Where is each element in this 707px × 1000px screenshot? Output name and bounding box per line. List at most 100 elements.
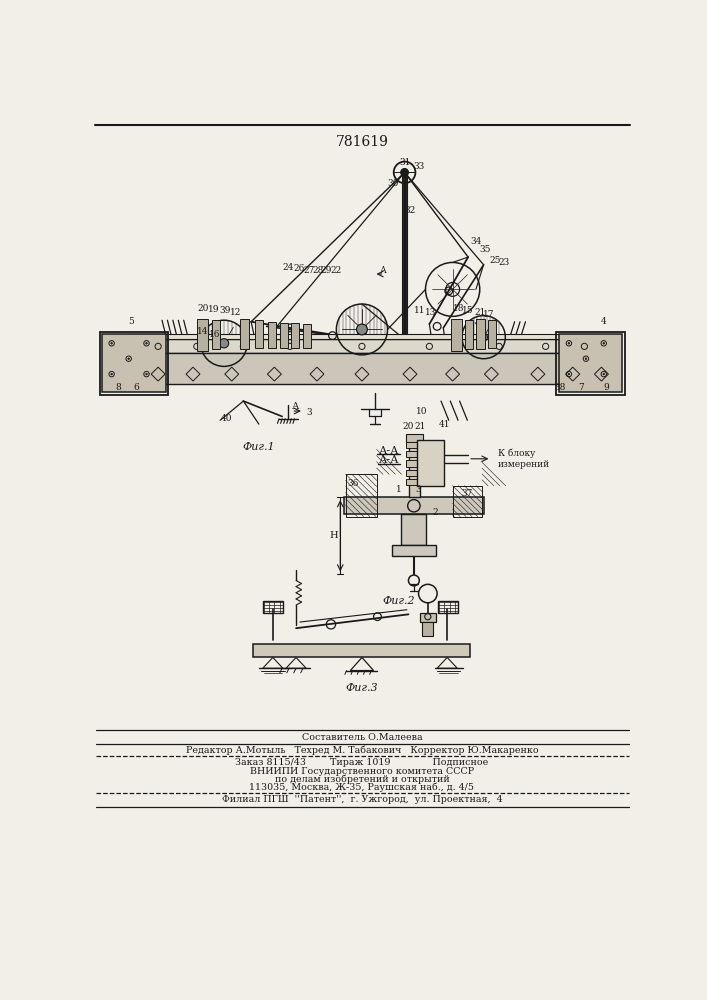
Bar bbox=[489, 320, 496, 348]
Bar bbox=[303, 324, 311, 348]
Bar bbox=[402, 514, 426, 545]
Bar bbox=[131, 353, 592, 384]
Bar bbox=[212, 320, 220, 349]
Text: Филиал ПГШ  ''Патент'',  г. Ужгород,  ул. Проектная,  4: Филиал ПГШ ''Патент'', г. Ужгород, ул. П… bbox=[221, 795, 502, 804]
Bar bbox=[406, 460, 423, 466]
Text: 113035, Москва, Ж-35, Раушская наб., д. 4/5: 113035, Москва, Ж-35, Раушская наб., д. … bbox=[250, 782, 474, 792]
Bar bbox=[268, 322, 276, 348]
Text: 22: 22 bbox=[331, 266, 342, 275]
Text: H: H bbox=[329, 531, 337, 540]
Bar bbox=[197, 319, 208, 351]
Text: Фиг.1: Фиг.1 bbox=[243, 442, 275, 452]
Bar bbox=[452, 486, 482, 517]
Text: 2: 2 bbox=[433, 508, 438, 517]
Text: Фиг.2: Фиг.2 bbox=[382, 596, 415, 606]
Bar bbox=[100, 332, 168, 395]
Circle shape bbox=[401, 169, 409, 176]
Text: 19: 19 bbox=[208, 305, 220, 314]
Text: 33: 33 bbox=[414, 162, 425, 171]
Text: 25: 25 bbox=[489, 256, 501, 265]
Text: 15: 15 bbox=[462, 306, 474, 315]
Circle shape bbox=[603, 373, 604, 375]
Text: 5: 5 bbox=[128, 317, 134, 326]
Bar bbox=[422, 622, 433, 636]
Text: Заказ 8115/43        Тираж 1019              Подписное: Заказ 8115/43 Тираж 1019 Подписное bbox=[235, 758, 489, 767]
Circle shape bbox=[111, 343, 112, 344]
Bar bbox=[131, 339, 592, 353]
Circle shape bbox=[111, 373, 112, 375]
Text: 11: 11 bbox=[414, 306, 426, 315]
Bar bbox=[465, 320, 473, 349]
Text: 1: 1 bbox=[395, 485, 402, 494]
Bar bbox=[406, 479, 423, 485]
Bar bbox=[438, 601, 458, 613]
Text: А-А: А-А bbox=[379, 446, 399, 456]
Text: ВНИИПИ Государственного комитета СССР: ВНИИПИ Государственного комитета СССР bbox=[250, 767, 474, 776]
Text: 41: 41 bbox=[439, 420, 450, 429]
Bar bbox=[253, 644, 470, 657]
Text: Редактор А.Мотыль   Техред М. Табакович   Корректор Ю.Макаренко: Редактор А.Мотыль Техред М. Табакович Ко… bbox=[186, 745, 538, 755]
Text: К блоку
измерений: К блоку измерений bbox=[498, 449, 550, 469]
Text: 17: 17 bbox=[482, 310, 494, 319]
Bar bbox=[451, 319, 462, 351]
Bar bbox=[406, 470, 423, 476]
Bar bbox=[406, 442, 423, 448]
Text: 39: 39 bbox=[220, 306, 231, 315]
Text: 35: 35 bbox=[479, 245, 491, 254]
Text: 6: 6 bbox=[134, 383, 139, 392]
Text: 3: 3 bbox=[415, 485, 421, 494]
Text: 7: 7 bbox=[578, 383, 584, 392]
Text: 20: 20 bbox=[402, 422, 414, 431]
Text: Составитель О.Малеева: Составитель О.Малеева bbox=[302, 733, 422, 742]
Text: 24: 24 bbox=[283, 263, 294, 272]
Text: 26: 26 bbox=[293, 264, 305, 273]
Text: 21: 21 bbox=[474, 308, 486, 317]
Bar bbox=[103, 334, 166, 392]
Text: А-А: А-А bbox=[379, 455, 399, 465]
Bar bbox=[291, 323, 299, 348]
Text: А: А bbox=[380, 266, 386, 275]
Text: 13: 13 bbox=[425, 308, 437, 317]
Text: 21: 21 bbox=[414, 422, 426, 431]
Bar bbox=[240, 319, 249, 349]
Text: по делам изобретений и открытий: по делам изобретений и открытий bbox=[274, 774, 450, 784]
Circle shape bbox=[480, 333, 488, 341]
Circle shape bbox=[219, 339, 228, 348]
Bar bbox=[406, 434, 423, 442]
Bar bbox=[476, 319, 485, 349]
Text: 34: 34 bbox=[470, 237, 481, 246]
Text: 36: 36 bbox=[348, 479, 359, 488]
Text: 12: 12 bbox=[230, 308, 241, 317]
Text: 27: 27 bbox=[303, 266, 315, 275]
Bar bbox=[420, 613, 436, 622]
Text: 3: 3 bbox=[306, 408, 312, 417]
Bar bbox=[346, 474, 377, 517]
Text: А: А bbox=[293, 402, 300, 411]
Circle shape bbox=[568, 343, 570, 344]
Circle shape bbox=[356, 324, 368, 335]
Bar bbox=[392, 545, 436, 556]
Circle shape bbox=[603, 343, 604, 344]
Text: 9: 9 bbox=[603, 383, 609, 392]
Bar bbox=[409, 436, 420, 497]
Text: 29: 29 bbox=[320, 266, 332, 275]
Text: 4: 4 bbox=[601, 317, 607, 326]
Text: 30: 30 bbox=[387, 179, 399, 188]
Text: 18: 18 bbox=[453, 304, 464, 313]
Text: 23: 23 bbox=[498, 258, 510, 267]
Text: 38: 38 bbox=[554, 383, 566, 392]
Circle shape bbox=[568, 373, 570, 375]
Bar bbox=[255, 320, 263, 348]
Bar bbox=[131, 334, 592, 339]
Text: 28: 28 bbox=[312, 266, 324, 275]
Bar bbox=[280, 323, 288, 348]
Text: 37: 37 bbox=[461, 489, 472, 498]
Text: 14: 14 bbox=[197, 327, 209, 336]
Circle shape bbox=[128, 358, 129, 359]
Circle shape bbox=[146, 343, 147, 344]
Text: 31: 31 bbox=[399, 158, 410, 167]
Bar bbox=[559, 334, 622, 392]
Text: 10: 10 bbox=[416, 407, 427, 416]
Text: 781619: 781619 bbox=[336, 135, 388, 149]
Text: 16: 16 bbox=[209, 330, 221, 339]
